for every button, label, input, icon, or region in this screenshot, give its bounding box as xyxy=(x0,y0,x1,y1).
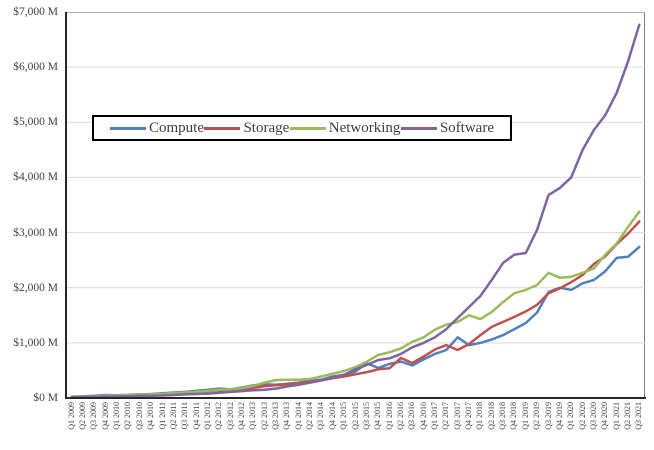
x-axis-tick-label: Q2 2014 xyxy=(305,402,315,430)
x-axis-tick-label: Q3 2017 xyxy=(452,402,462,430)
x-axis-tick-label: Q3 2010 xyxy=(134,402,144,430)
x-axis-tick-label: Q1 2011 xyxy=(157,402,167,430)
y-axis-tick-label: $6,000 M xyxy=(13,61,58,74)
x-axis-tick-label: Q3 2015 xyxy=(361,402,371,430)
x-axis-tick-label: Q1 2018 xyxy=(475,402,485,430)
y-axis-tick-label: $3,000 M xyxy=(13,226,58,239)
x-axis-tick-label: Q1 2009 xyxy=(66,402,76,430)
x-axis-tick-label: Q1 2014 xyxy=(293,402,303,430)
x-axis-tick-label: Q3 2014 xyxy=(316,402,326,430)
x-axis-tick-label: Q4 2011 xyxy=(191,402,201,430)
x-axis-tick-label: Q3 2009 xyxy=(89,402,99,430)
y-axis-tick-label: $5,000 M xyxy=(13,116,58,129)
legend-label: Networking xyxy=(328,119,401,136)
x-axis-tick-label: Q3 2019 xyxy=(543,402,553,430)
x-axis-tick-label: Q4 2018 xyxy=(509,402,519,430)
x-axis-tick-label: Q4 2014 xyxy=(327,402,337,430)
x-axis-tick-label: Q2 2013 xyxy=(259,402,269,430)
x-axis-tick-label: Q4 2009 xyxy=(100,402,110,430)
x-axis-tick-label: Q2 2019 xyxy=(532,402,542,430)
legend-line-swatch-software xyxy=(400,126,437,130)
plot-area xyxy=(66,12,645,398)
x-axis-tick-label: Q1 2015 xyxy=(339,402,349,430)
series-line-software xyxy=(70,23,641,398)
y-axis-line xyxy=(65,12,67,399)
x-axis-tick-label: Q2 2011 xyxy=(168,402,178,430)
legend-item-networking: Networking xyxy=(289,119,401,137)
x-axis-tick-label: Q1 2013 xyxy=(248,402,258,430)
x-axis-tick-label: Q4 2017 xyxy=(464,402,474,430)
x-axis-tick-label: Q4 2020 xyxy=(600,402,610,430)
x-axis-tick-label: Q3 2013 xyxy=(271,402,281,430)
legend-label: Storage xyxy=(243,119,290,136)
x-axis-tick-label: Q2 2020 xyxy=(577,402,587,430)
legend-line-swatch-networking xyxy=(289,126,326,130)
x-axis-tick-label: Q2 2015 xyxy=(350,402,360,430)
x-axis-tick-label: Q1 2010 xyxy=(112,402,122,430)
x-axis-tick-label: Q4 2013 xyxy=(282,402,292,430)
x-axis-tick-label: Q1 2012 xyxy=(202,402,212,430)
x-axis-tick-label: Q2 2009 xyxy=(78,402,88,430)
x-axis-tick-label: Q4 2010 xyxy=(146,402,156,430)
x-axis-tick-label: Q4 2019 xyxy=(554,402,564,430)
x-axis-tick-label: Q1 2016 xyxy=(384,402,394,430)
legend-line-swatch-storage xyxy=(204,126,241,130)
x-axis-tick-label: Q1 2019 xyxy=(520,402,530,430)
x-axis-tick-label: Q3 2021 xyxy=(634,402,644,430)
legend-line-swatch-compute xyxy=(110,126,146,130)
x-axis-tick-label: Q2 2016 xyxy=(395,402,405,430)
legend-item-software: Software xyxy=(400,119,494,137)
x-axis-tick-label: Q3 2018 xyxy=(498,402,508,430)
legend-label: Compute xyxy=(149,119,204,136)
legend-label: Software xyxy=(439,119,494,136)
x-axis-tick-label: Q2 2021 xyxy=(622,402,632,430)
x-axis-tick-label: Q1 2020 xyxy=(566,402,576,430)
legend-item-compute: Compute xyxy=(110,120,204,137)
y-axis-tick-label: $4,000 M xyxy=(13,171,58,184)
x-axis-tick-label: Q3 2020 xyxy=(588,402,598,430)
legend: Compute Storage Networking Software xyxy=(92,115,512,141)
series-line-networking xyxy=(70,210,641,398)
x-axis-tick-label: Q2 2012 xyxy=(214,402,224,430)
x-axis-tick-label: Q4 2015 xyxy=(373,402,383,430)
x-axis-tick-label: Q1 2017 xyxy=(429,402,439,430)
x-axis-tick-label: Q1 2021 xyxy=(611,402,621,430)
x-axis-tick-label: Q3 2012 xyxy=(225,402,235,430)
x-axis-tick-label: Q3 2016 xyxy=(407,402,417,430)
x-axis-tick-label: Q2 2010 xyxy=(123,402,133,430)
y-axis-tick-label: $1,000 M xyxy=(13,336,58,349)
x-axis-tick-label: Q3 2011 xyxy=(180,402,190,430)
legend-item-storage: Storage xyxy=(204,120,289,137)
x-axis-tick-label: Q2 2018 xyxy=(486,402,496,430)
y-axis-tick-label: $2,000 M xyxy=(13,281,58,294)
x-axis-tick-label: Q4 2016 xyxy=(418,402,428,430)
x-axis-line xyxy=(65,397,646,399)
x-axis-tick-label: Q4 2012 xyxy=(236,402,246,430)
x-axis-tick-label: Q2 2017 xyxy=(441,402,451,430)
y-axis-tick-label: $7,000 M xyxy=(13,6,58,18)
y-axis-tick-label: $0 M xyxy=(33,392,58,404)
